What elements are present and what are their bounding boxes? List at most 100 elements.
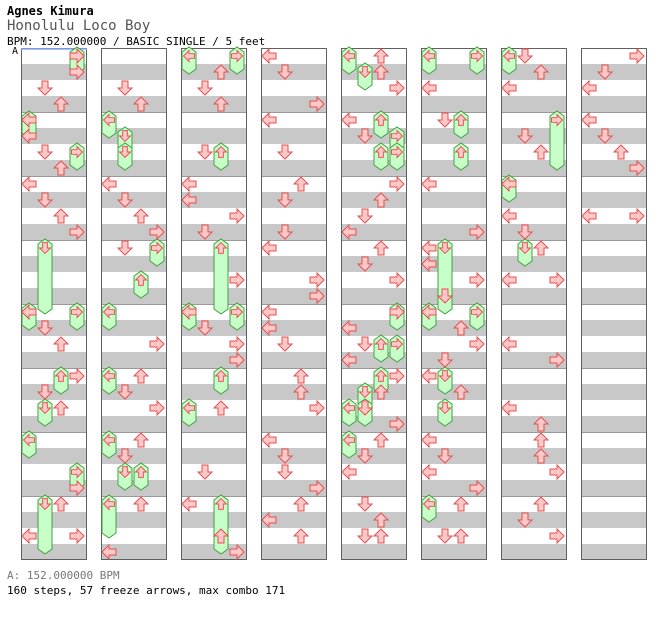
beat-stripe bbox=[581, 512, 647, 528]
arrow-right-icon bbox=[549, 527, 565, 545]
freeze-head-arrow bbox=[454, 113, 468, 126]
arrow-right-icon bbox=[229, 543, 245, 561]
arrow-up-icon bbox=[132, 208, 150, 224]
beat-stripe bbox=[501, 192, 567, 208]
arrow-down-icon bbox=[196, 320, 214, 336]
freeze-arrow-down bbox=[357, 62, 373, 91]
freeze-arrow-left bbox=[341, 430, 357, 459]
beat-stripe bbox=[501, 384, 567, 400]
freeze-arrow-right bbox=[549, 110, 565, 171]
beat-stripe bbox=[101, 416, 167, 432]
beat-stripe bbox=[421, 448, 487, 464]
freeze-head-arrow bbox=[342, 401, 355, 415]
freeze-body bbox=[213, 238, 229, 315]
arrow-up-icon bbox=[532, 416, 550, 432]
beat-stripe bbox=[581, 320, 647, 336]
arrow-right-icon bbox=[229, 271, 245, 289]
arrow-left-icon bbox=[21, 127, 37, 145]
arrow-up-icon bbox=[372, 432, 390, 448]
beat-stripe bbox=[261, 320, 327, 336]
beat-stripe bbox=[181, 544, 247, 560]
beat-stripe bbox=[101, 160, 167, 176]
arrow-down-icon bbox=[116, 80, 134, 96]
beat-stripe bbox=[261, 128, 327, 144]
freeze-arrow-left bbox=[421, 494, 437, 523]
arrow-down-icon bbox=[356, 448, 374, 464]
column-border bbox=[421, 48, 487, 560]
beat-stripe bbox=[261, 512, 327, 528]
freeze-arrow-up bbox=[373, 110, 389, 139]
arrow-right-icon bbox=[69, 63, 85, 81]
freeze-arrow-up bbox=[373, 334, 389, 363]
freeze-head-arrow bbox=[374, 145, 388, 158]
arrow-left-icon bbox=[341, 463, 357, 481]
freeze-arrow-up bbox=[213, 238, 229, 315]
freeze-body bbox=[37, 494, 53, 555]
arrow-left-icon bbox=[261, 303, 277, 321]
freeze-head-arrow bbox=[471, 49, 484, 63]
beat-stripe bbox=[341, 288, 407, 304]
freeze-arrow-up bbox=[373, 142, 389, 171]
arrow-up-icon bbox=[52, 336, 70, 352]
arrow-right-icon bbox=[309, 95, 325, 113]
arrow-right-icon bbox=[469, 223, 485, 241]
arrow-up-icon bbox=[372, 64, 390, 80]
arrow-up-icon bbox=[132, 496, 150, 512]
freeze-head-arrow bbox=[422, 49, 435, 63]
arrow-up-icon bbox=[292, 528, 310, 544]
freeze-arrow-left bbox=[421, 46, 437, 75]
arrow-right-icon bbox=[549, 271, 565, 289]
arrow-left-icon bbox=[181, 303, 197, 321]
arrow-down-icon bbox=[36, 384, 54, 400]
arrow-left-icon bbox=[421, 367, 437, 385]
arrow-right-icon bbox=[629, 159, 645, 177]
beat-stripe bbox=[501, 288, 567, 304]
arrow-up-icon bbox=[132, 368, 150, 384]
beat-stripe bbox=[261, 192, 327, 208]
arrow-down-icon bbox=[276, 192, 294, 208]
freeze-arrow-up bbox=[213, 494, 229, 555]
arrow-left-icon bbox=[341, 319, 357, 337]
beat-stripe bbox=[421, 416, 487, 432]
arrow-up-icon bbox=[452, 320, 470, 336]
freeze-head-arrow bbox=[71, 145, 84, 159]
freeze-body bbox=[37, 238, 53, 315]
beat-stripe bbox=[101, 512, 167, 528]
freeze-arrow-down bbox=[37, 398, 53, 427]
arrow-down-icon bbox=[276, 224, 294, 240]
freeze-head-arrow bbox=[438, 370, 452, 383]
freeze-arrow-down bbox=[37, 494, 53, 555]
beat-stripe bbox=[581, 384, 647, 400]
beat-stripe bbox=[581, 96, 647, 112]
freeze-arrow-right bbox=[469, 302, 485, 331]
arrow-up-icon bbox=[132, 432, 150, 448]
arrow-left-icon bbox=[421, 303, 437, 321]
arrow-right-icon bbox=[389, 175, 405, 193]
arrow-up-icon bbox=[52, 96, 70, 112]
column-border bbox=[581, 48, 647, 560]
freeze-arrow-left bbox=[181, 398, 197, 427]
beat-stripe bbox=[21, 384, 87, 400]
beat-stripe bbox=[101, 288, 167, 304]
freeze-arrow-up bbox=[213, 366, 229, 395]
freeze-arrow-left bbox=[341, 398, 357, 427]
beat-stripe bbox=[581, 480, 647, 496]
freeze-arrow-up bbox=[453, 110, 469, 139]
beat-stripe bbox=[181, 448, 247, 464]
beat-stripe bbox=[501, 544, 567, 560]
arrow-right-icon bbox=[309, 271, 325, 289]
arrow-up-icon bbox=[372, 384, 390, 400]
arrow-up-icon bbox=[612, 144, 630, 160]
column-border bbox=[501, 48, 567, 560]
freeze-arrow-left bbox=[181, 46, 197, 75]
arrow-left-icon bbox=[581, 111, 597, 129]
arrow-left-icon bbox=[421, 239, 437, 257]
beat-stripe bbox=[581, 544, 647, 560]
arrow-right-icon bbox=[149, 399, 165, 417]
arrow-down-icon bbox=[276, 336, 294, 352]
arrow-up-icon bbox=[372, 512, 390, 528]
arrow-down-icon bbox=[356, 400, 374, 416]
song-title: Honolulu Loco Boy bbox=[7, 18, 151, 34]
freeze-head-arrow bbox=[391, 145, 404, 159]
freeze-head-arrow bbox=[102, 305, 115, 319]
